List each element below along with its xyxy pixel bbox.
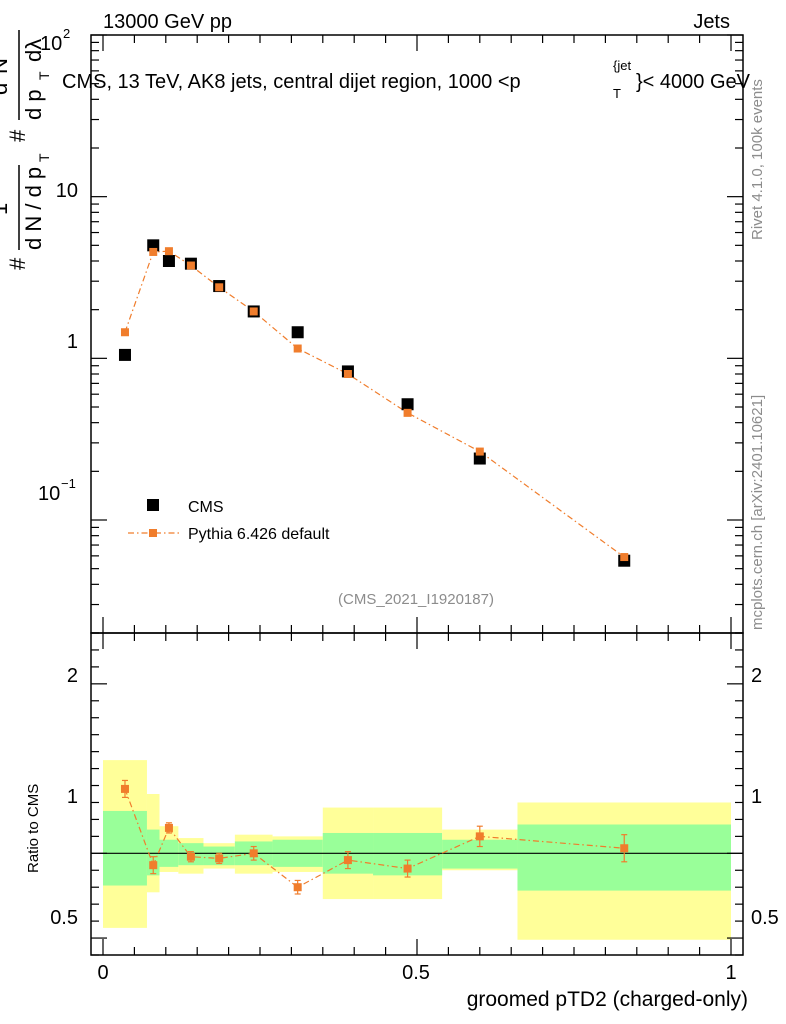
x-tick-0p5: 0.5 <box>402 962 430 984</box>
legend-cms-label: CMS <box>188 499 224 516</box>
ratio-mc-point-3 <box>186 852 195 861</box>
x-tick-1: 1 <box>725 962 736 984</box>
main-panel-frame <box>90 34 744 634</box>
ratio-mc-point-8 <box>403 864 412 873</box>
mc-point-4 <box>215 283 224 292</box>
mc-point-9 <box>475 447 484 456</box>
mc-point-6 <box>293 344 302 353</box>
svg-text:T: T <box>36 153 52 162</box>
mc-point-10 <box>620 553 629 562</box>
header-right-label: Jets <box>693 11 730 33</box>
svg-text:T: T <box>36 71 52 80</box>
cms-point-0 <box>118 348 131 361</box>
header-left-label: 13000 GeV pp <box>103 11 232 33</box>
svg-text:d N / d p: d N / d p <box>21 167 46 250</box>
ratio-mc-point-5 <box>249 849 258 858</box>
analysis-id-label: (CMS_2021_I1920187) <box>338 591 494 608</box>
ratio-y-axis-label: Ratio to CMS <box>25 784 42 873</box>
cms-point-6 <box>291 326 304 339</box>
mc-point-2 <box>164 247 173 256</box>
ratio-mc-point-7 <box>343 856 352 865</box>
ratio-y-tick-1-right: 1 <box>751 786 762 808</box>
title-end: }< 4000 GeV <box>636 71 751 93</box>
svg-text:#: # <box>5 257 30 270</box>
mc-point-1 <box>149 247 158 256</box>
svg-text:#: # <box>5 129 30 142</box>
rivet-version-label: Rivet 4.1.0, 100k events <box>749 79 766 240</box>
ratio-y-tick-1-left: 1 <box>67 786 78 808</box>
mc-point-7 <box>343 370 352 379</box>
main-y-tick-1: 1 <box>67 331 78 353</box>
title-sub: T <box>613 86 621 101</box>
ratio-band-inner-0 <box>103 810 147 886</box>
cms-points <box>118 239 631 567</box>
legend-mc-label: Pythia 6.426 default <box>188 526 330 543</box>
main-y-axis-label: # 1 d N / d p T # d 2 N d p T dλ <box>0 30 52 270</box>
mc-point-5 <box>249 307 258 316</box>
legend: CMS Pythia 6.426 default <box>128 499 330 543</box>
legend-cms-marker <box>147 499 159 511</box>
ratio-mc-point-0 <box>120 784 129 793</box>
svg-text:d: d <box>0 83 12 95</box>
main-y-tick-100-base: 10 <box>40 33 62 55</box>
svg-text:d p: d p <box>21 89 46 120</box>
ratio-y-tick-0p5-right: 0.5 <box>751 907 779 929</box>
legend-mc-marker <box>149 529 157 537</box>
ratio-mc-point-1 <box>149 861 158 870</box>
main-y-tick-0p1-exp: −1 <box>61 476 76 491</box>
cms-point-8 <box>401 398 414 411</box>
ratio-mc-series <box>120 779 629 895</box>
ratio-mc-point-10 <box>620 844 629 853</box>
mc-point-3 <box>186 261 195 270</box>
svg-text:2: 2 <box>0 75 2 82</box>
main-y-tick-10: 10 <box>56 180 78 202</box>
ratio-mc-point-4 <box>215 854 224 863</box>
mc-points <box>120 247 629 562</box>
ratio-y-tick-2-left: 2 <box>67 665 78 687</box>
ratio-y-tick-2-right: 2 <box>751 665 762 687</box>
svg-text:dλ: dλ <box>21 39 46 62</box>
ratio-mc-point-6 <box>293 883 302 892</box>
ratio-mc-point-2 <box>164 823 173 832</box>
main-y-tick-100-exp: 2 <box>63 26 70 41</box>
cms-point-2 <box>162 255 175 268</box>
mc-point-0 <box>120 328 129 337</box>
main-y-tick-0p1-base: 10 <box>38 483 60 505</box>
title-sup: {jet <box>613 58 631 73</box>
title-main: CMS, 13 TeV, AK8 jets, central dijet reg… <box>62 71 521 93</box>
ratio-uncertainty-bands <box>103 760 731 940</box>
x-axis-label: groomed pTD2 (charged-only) <box>467 988 748 1011</box>
svg-text:N: N <box>0 58 12 74</box>
mc-point-8 <box>403 408 412 417</box>
svg-text:1: 1 <box>0 203 12 215</box>
mcplots-label: mcplots.cern.ch [arXiv:2401.10621] <box>749 395 766 630</box>
axis-ticks <box>91 34 743 956</box>
plot-title: CMS, 13 TeV, AK8 jets, central dijet reg… <box>62 58 751 101</box>
ratio-mc-point-9 <box>475 832 484 841</box>
x-tick-0: 0 <box>97 962 108 984</box>
ratio-y-tick-0p5-left: 0.5 <box>50 907 78 929</box>
